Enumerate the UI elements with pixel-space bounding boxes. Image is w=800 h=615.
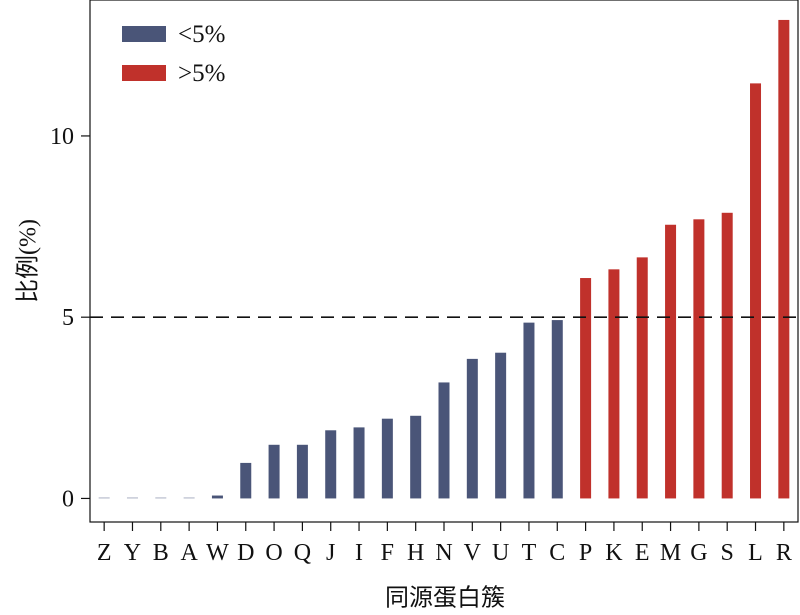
x-tick-label: U xyxy=(492,540,509,566)
bar-J xyxy=(325,430,337,499)
x-tick-label: M xyxy=(660,540,681,566)
x-tick-label: H xyxy=(407,540,424,566)
bar-D xyxy=(240,462,252,499)
x-tick-label: K xyxy=(605,540,623,566)
bar-I xyxy=(353,427,365,499)
x-tick-label: Y xyxy=(124,540,141,566)
x-tick-label: S xyxy=(721,540,734,566)
x-tick-label: J xyxy=(326,540,335,566)
y-axis-ticks: 0 5 10 xyxy=(50,124,90,512)
x-tick-label: R xyxy=(776,540,792,566)
bar-E xyxy=(636,257,648,499)
x-tick-label: I xyxy=(355,540,363,566)
legend: <5% >5% xyxy=(122,21,225,87)
bar-Q xyxy=(296,444,308,499)
y-tick-label: 0 xyxy=(62,486,74,512)
x-tick-label: C xyxy=(549,540,565,566)
x-tick-label: B xyxy=(153,540,169,566)
x-tick-label: A xyxy=(180,540,198,566)
bar-U xyxy=(495,352,507,499)
y-tick-label: 10 xyxy=(50,124,74,150)
x-tick-label: O xyxy=(265,540,282,566)
x-tick-label: P xyxy=(579,540,592,566)
x-tick-label: G xyxy=(690,540,707,566)
bar-P xyxy=(580,278,592,499)
bar-G xyxy=(693,219,705,499)
bar-W xyxy=(211,495,223,499)
x-tick-label: Q xyxy=(294,540,311,566)
bar-O xyxy=(268,444,280,499)
x-tick-label: Z xyxy=(97,540,112,566)
bar-Y xyxy=(126,497,138,499)
y-axis-label: 比例(%) xyxy=(15,219,42,303)
x-tick-label: T xyxy=(522,540,537,566)
bars xyxy=(98,19,790,499)
legend-swatch-low xyxy=(122,26,166,42)
bar-L xyxy=(750,83,762,499)
bar-Z xyxy=(98,497,110,499)
legend-label-low: <5% xyxy=(178,21,225,48)
bar-M xyxy=(665,224,677,499)
bar-R xyxy=(778,19,790,499)
bar-S xyxy=(721,212,733,499)
bar-T xyxy=(523,322,535,499)
x-tick-label: F xyxy=(381,540,394,566)
x-tick-label: L xyxy=(748,540,763,566)
bar-A xyxy=(183,497,195,499)
legend-label-high: >5% xyxy=(178,60,225,87)
x-tick-label: V xyxy=(464,540,482,566)
x-axis-label: 同源蛋白簇 xyxy=(385,585,505,612)
bar-B xyxy=(155,497,167,499)
x-tick-label: N xyxy=(435,540,452,566)
x-tick-label: E xyxy=(635,540,650,566)
bar-C xyxy=(551,320,563,499)
bar-H xyxy=(410,415,422,499)
y-tick-label: 5 xyxy=(62,305,74,331)
bar-N xyxy=(438,382,450,499)
bar-K xyxy=(608,269,620,499)
x-tick-label: W xyxy=(206,540,229,566)
legend-swatch-high xyxy=(122,65,166,81)
bar-V xyxy=(466,358,478,499)
x-tick-label: D xyxy=(237,540,254,566)
bar-F xyxy=(381,418,393,499)
